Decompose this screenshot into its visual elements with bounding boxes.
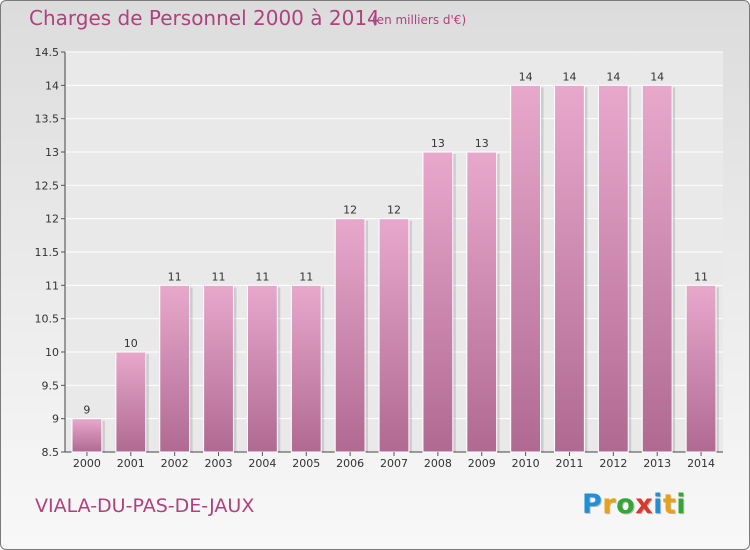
data-label: 14	[519, 70, 533, 83]
logo-letter: o	[616, 489, 636, 520]
x-tick-label: 2009	[468, 457, 496, 470]
bar	[641, 84, 673, 453]
y-tick-label: 13.5	[35, 113, 60, 126]
x-tick-label: 2011	[555, 457, 583, 470]
chart-title: Charges de Personnel 2000 à 2014	[29, 6, 380, 30]
bar	[71, 418, 103, 453]
logo-letter: P	[582, 489, 603, 520]
bar	[290, 284, 322, 453]
x-tick-label: 2005	[292, 457, 320, 470]
bar	[510, 84, 542, 453]
y-tick-label: 13	[45, 146, 59, 159]
bar	[334, 218, 366, 453]
y-tick-label: 9.5	[42, 379, 60, 392]
town-name: VIALA-DU-PAS-DE-JAUX	[35, 495, 255, 517]
data-label: 13	[431, 137, 445, 150]
data-label: 9	[83, 404, 90, 417]
logo-letter: x	[635, 489, 654, 520]
y-tick-label: 11	[45, 279, 59, 292]
data-label: 11	[255, 270, 269, 283]
x-tick-label: 2014	[687, 457, 715, 470]
logo-letter: i	[653, 489, 663, 520]
data-label: 11	[694, 270, 708, 283]
x-tick-label: 2008	[424, 457, 452, 470]
logo-letter: r	[602, 489, 617, 520]
data-label: 10	[124, 337, 138, 350]
y-tick-label: 14.5	[35, 46, 60, 59]
y-tick-label: 12.5	[35, 179, 60, 192]
bar	[203, 284, 234, 453]
x-tick-label: 2007	[380, 457, 408, 470]
x-tick-label: 2012	[599, 457, 627, 470]
bar	[115, 351, 147, 453]
data-label: 11	[299, 270, 313, 283]
bar	[246, 284, 278, 453]
bar	[685, 284, 717, 453]
data-label: 12	[343, 204, 357, 217]
data-label: 13	[475, 137, 489, 150]
bar	[554, 84, 585, 453]
bar	[597, 84, 629, 453]
data-label: 14	[562, 70, 576, 83]
bar	[159, 284, 191, 453]
chart-subtitle: (en milliers d'€)	[372, 13, 467, 27]
x-tick-label: 2013	[643, 457, 671, 470]
x-tick-label: 2002	[161, 457, 189, 470]
y-tick-label: 11.5	[35, 246, 60, 259]
bar	[466, 151, 498, 453]
bar	[378, 218, 410, 453]
data-label: 14	[606, 70, 620, 83]
y-tick-label: 14	[45, 79, 59, 92]
y-tick-label: 8.5	[42, 446, 60, 459]
data-label: 11	[212, 270, 226, 283]
x-tick-label: 2004	[248, 457, 276, 470]
logo-letter: i	[676, 489, 687, 520]
y-tick-label: 12	[45, 213, 59, 226]
y-tick-label: 10.5	[35, 313, 60, 326]
bar	[422, 151, 454, 453]
data-label: 11	[168, 270, 182, 283]
x-tick-label: 2010	[512, 457, 540, 470]
x-tick-label: 2003	[205, 457, 233, 470]
data-label: 14	[650, 70, 664, 83]
y-tick-label: 10	[45, 346, 59, 359]
logo-letter: t	[662, 489, 677, 520]
proxiti-logo: Proxiti	[582, 489, 686, 520]
x-tick-label: 2006	[336, 457, 364, 470]
x-tick-label: 2001	[117, 457, 145, 470]
y-tick-label: 9	[52, 413, 59, 426]
x-tick-label: 2000	[73, 457, 101, 470]
data-label: 12	[387, 204, 401, 217]
